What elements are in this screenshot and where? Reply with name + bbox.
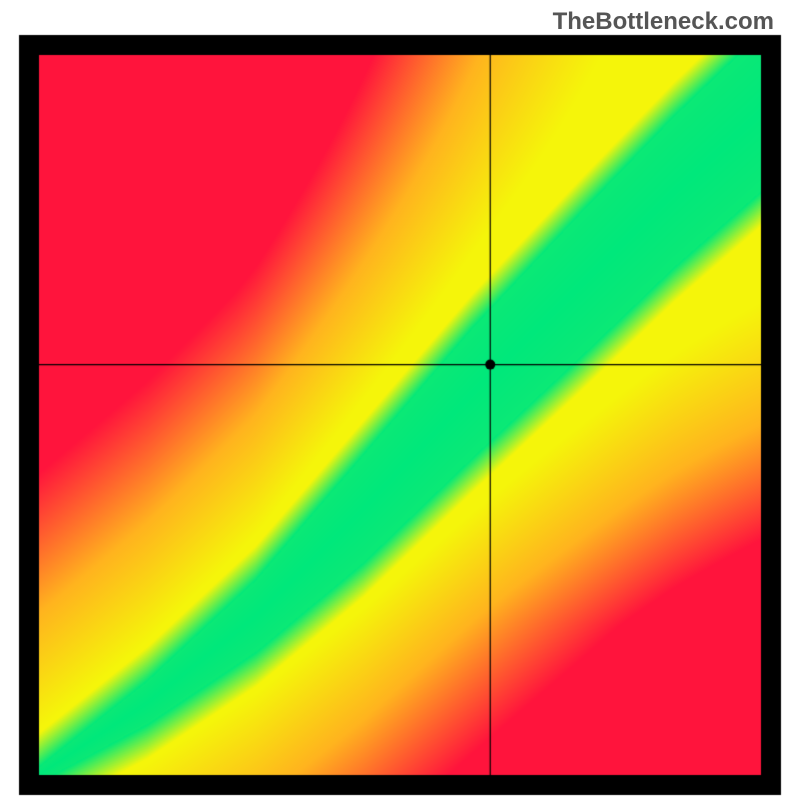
watermark-text: TheBottleneck.com [553, 8, 774, 36]
heatmap-canvas [0, 0, 800, 800]
chart-container: TheBottleneck.com [0, 0, 800, 800]
